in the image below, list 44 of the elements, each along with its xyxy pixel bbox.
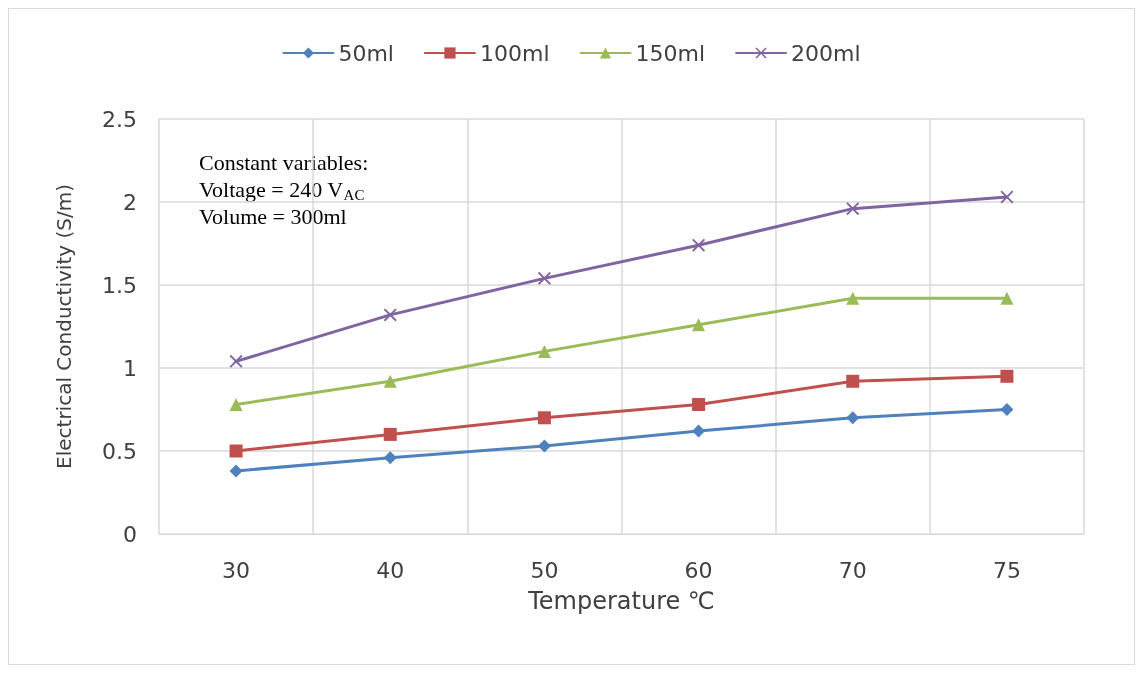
point (537, 411, 551, 425)
point (383, 374, 397, 388)
x-tick-label: 70 (838, 557, 867, 583)
point (229, 354, 243, 368)
point (1000, 291, 1014, 305)
point (383, 451, 397, 465)
legend-label: 50ml (338, 40, 394, 66)
x-tick-label: 30 (222, 557, 251, 583)
y-tick-label: 2 (123, 189, 137, 215)
point (846, 411, 860, 425)
point (1000, 403, 1014, 416)
point (692, 318, 706, 332)
y-tick-label: 2.5 (102, 106, 137, 132)
point (383, 427, 397, 441)
x-tick-label: 60 (684, 557, 713, 583)
y-tick-label: 1 (123, 355, 137, 381)
point (537, 271, 551, 285)
y-tick-label: 1.5 (102, 272, 137, 298)
x-tick-label: 75 (992, 557, 1021, 583)
point (846, 291, 860, 305)
legend-label: 100ml (479, 40, 550, 66)
point (1000, 369, 1014, 383)
point (692, 398, 706, 412)
y-tick-label: 0.5 (102, 438, 137, 464)
point (692, 238, 706, 252)
point (229, 464, 243, 478)
point (1000, 190, 1014, 204)
x-tick-label: 40 (376, 557, 405, 583)
x-axis-title: Temperature ℃ (527, 587, 715, 615)
legend-label: 200ml (791, 40, 861, 66)
point (537, 344, 551, 358)
point (692, 424, 706, 438)
point (229, 444, 243, 458)
annotation: Volume = 300ml (199, 203, 347, 229)
point (537, 439, 551, 453)
point (229, 398, 243, 412)
y-axis-title: Electrical Conductivity (S/m) (52, 184, 76, 469)
point (846, 202, 860, 216)
y-tick-label: 0 (123, 521, 137, 547)
annotation: Constant variables: (199, 149, 369, 175)
point (846, 374, 860, 388)
point (383, 308, 397, 322)
legend-label: 150ml (635, 40, 706, 66)
x-tick-label: 50 (530, 557, 559, 583)
